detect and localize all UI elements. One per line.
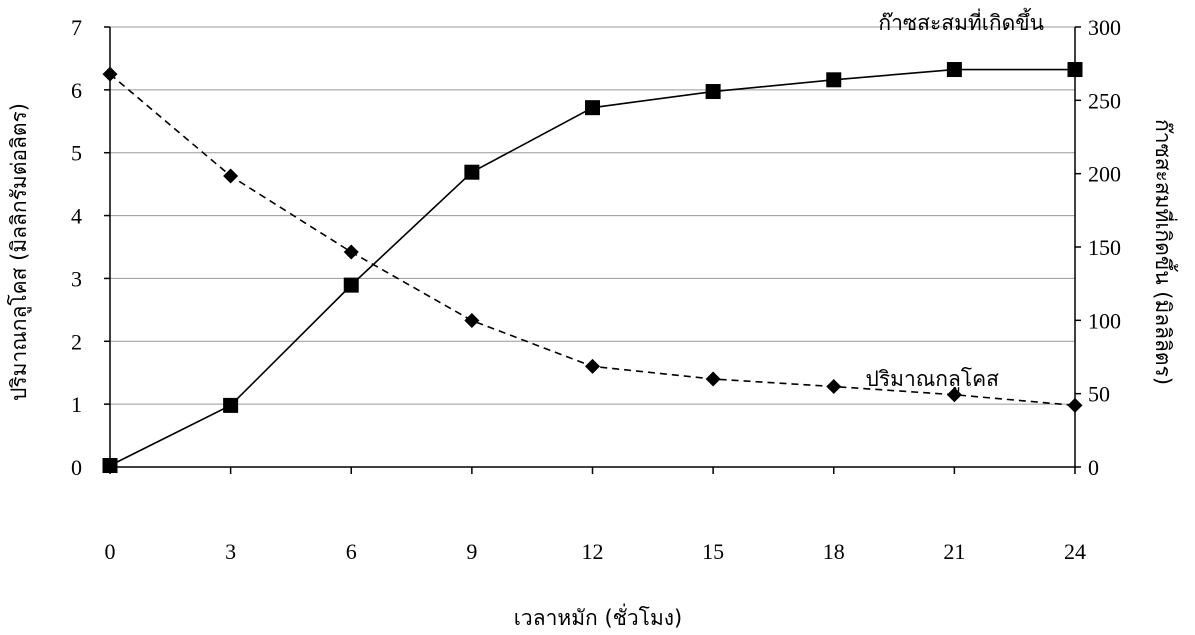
y-tick-label-right: 250 — [1088, 88, 1121, 113]
x-tick-label: 24 — [1064, 539, 1086, 564]
y-tick-label-right: 300 — [1088, 15, 1121, 40]
data-point-diamond — [464, 313, 480, 329]
series-line-0 — [109, 68, 1075, 467]
x-tick-label: 3 — [225, 539, 236, 564]
y-tick-label-left: 5 — [71, 141, 82, 166]
y-tick-label-right: 200 — [1088, 162, 1121, 187]
x-tick-label: 0 — [105, 539, 116, 564]
data-point-diamond — [826, 379, 842, 395]
data-point-diamond — [585, 358, 600, 374]
data-point-diamond — [946, 387, 962, 403]
data-point-square — [223, 397, 239, 413]
data-point-square — [946, 62, 962, 78]
data-point-square — [102, 458, 118, 474]
x-tick-label: 15 — [702, 539, 724, 564]
data-point-square — [585, 100, 600, 116]
data-point-square — [343, 277, 359, 293]
y-tick-label-left: 3 — [71, 266, 82, 291]
y-tick-label-left: 1 — [71, 392, 82, 417]
x-axis-label: เวลาหมัก (ชั่วโมง) — [514, 603, 683, 630]
data-point-diamond — [705, 371, 721, 387]
y-tick-label-right: 0 — [1088, 455, 1099, 480]
series-line-1 — [109, 73, 1076, 407]
series-label-glucose: ปริมาณกลูโคส — [866, 367, 1000, 392]
y-tick-label-left: 4 — [71, 204, 82, 229]
y-tick-label-right: 100 — [1088, 308, 1121, 333]
y-axis-label-right: ก๊าซสะสมที่เกิดขึ้น (มิลลิลิตร) — [1151, 119, 1178, 385]
x-tick-label: 18 — [823, 539, 845, 564]
y-tick-label-left: 6 — [71, 78, 82, 103]
data-point-diamond — [223, 168, 239, 184]
x-tick-label: 9 — [466, 539, 477, 564]
x-tick-label: 12 — [582, 539, 604, 564]
data-point-square — [826, 72, 842, 88]
data-point-diamond — [343, 244, 359, 260]
data-point-diamond — [1067, 397, 1083, 413]
gridlines — [110, 26, 1075, 405]
axes — [104, 26, 1081, 474]
data-point-square — [464, 164, 480, 180]
y-axis-label-left: ปริมาณกลูโคส (มิลลิกรัมต่อลิตร) — [7, 103, 32, 401]
x-tick-label: 21 — [943, 539, 965, 564]
data-point-diamond — [102, 66, 118, 82]
y-tick-label-right: 50 — [1088, 382, 1110, 407]
series-label-gas: ก๊าซสะสมที่เกิดขึ้น — [878, 8, 1044, 35]
y-tick-label-right: 150 — [1088, 235, 1121, 260]
series-layer — [102, 62, 1083, 474]
data-point-square — [705, 84, 721, 100]
x-tick-label: 6 — [346, 539, 357, 564]
y-tick-label-left: 0 — [71, 455, 82, 480]
y-tick-label-left: 2 — [71, 329, 82, 354]
data-point-square — [1067, 62, 1083, 78]
y-tick-label-left: 7 — [71, 15, 82, 40]
